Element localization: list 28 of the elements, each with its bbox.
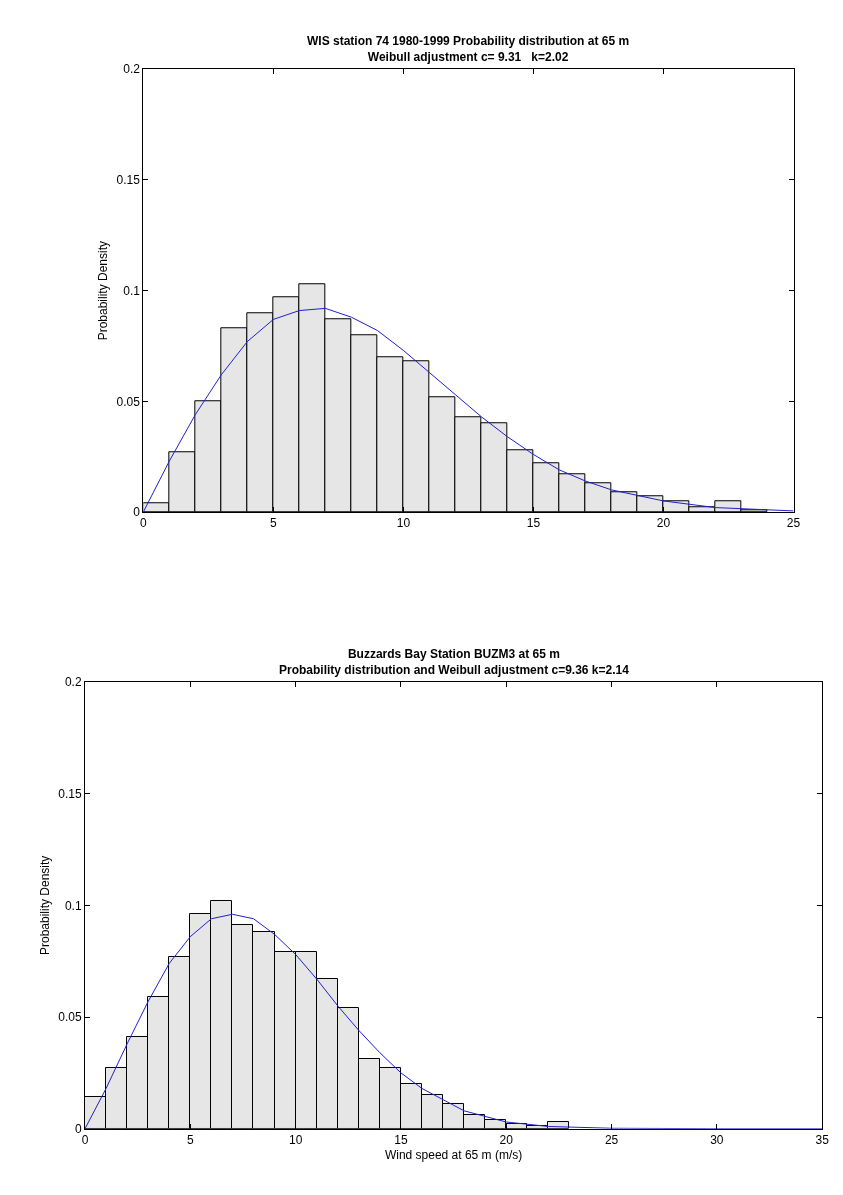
y-tick-label: 0.15	[116, 173, 141, 188]
y-tick-label: 0	[133, 505, 141, 520]
y-tick-label: 0.1	[64, 898, 82, 913]
y-tick-label: 0.05	[116, 394, 141, 409]
x-tick-label: 5	[270, 516, 278, 531]
y-tick-label: 0.15	[58, 786, 82, 801]
chart-title: WIS station 74 1980-1999 Probability distribution at 65 m Weibull adjustment c= 9.31 k=2.02	[307, 34, 630, 64]
x-tick-label: 25	[604, 1133, 619, 1148]
x-axis-title: Wind speed at 65 m (m/s)	[384, 1148, 523, 1162]
chart-title: Buzzards Bay Station BUZM3 at 65 m Probability distribution and Weibull adjustment c=9.36 k=2.14	[279, 647, 630, 677]
x-tick-label: 15	[526, 516, 541, 531]
y-tick-label: 0.2	[64, 675, 82, 690]
x-tick-label: 30	[710, 1133, 724, 1148]
y-tick-label: 0.1	[123, 283, 141, 298]
x-tick-label: 5	[186, 1133, 194, 1148]
x-tick-label: 20	[499, 1133, 514, 1148]
y-tick-label: 0	[74, 1121, 82, 1136]
y-axis-title: Probability Density	[95, 240, 110, 341]
y-axis-title: Probability Density	[37, 855, 52, 956]
line-series	[143, 307, 794, 513]
x-tick-label: 20	[656, 516, 671, 531]
y-tick-label: 0.2	[123, 62, 141, 77]
x-tick-label: 10	[396, 516, 411, 531]
x-tick-label: 35	[815, 1133, 830, 1148]
x-tick-label: 25	[786, 516, 801, 531]
y-tick-label: 0.05	[58, 1010, 82, 1025]
x-tick-label: 15	[394, 1133, 408, 1148]
x-tick-label: 10	[288, 1133, 303, 1148]
